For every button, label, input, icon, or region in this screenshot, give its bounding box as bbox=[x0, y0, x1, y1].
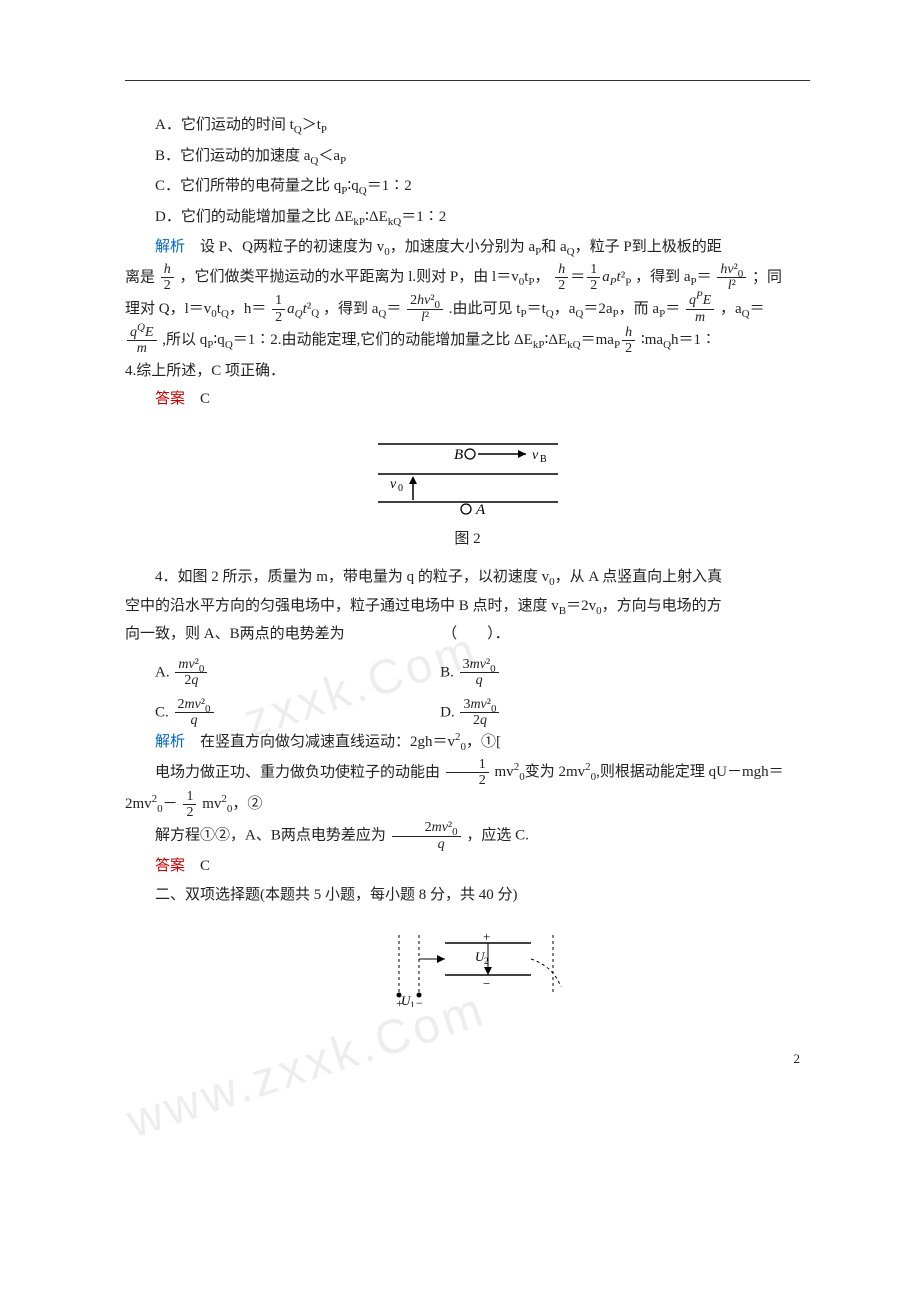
svg-text:A: A bbox=[475, 502, 486, 517]
figure-2-caption: 图 2 bbox=[125, 525, 810, 554]
svg-text:B: B bbox=[540, 454, 547, 465]
q4-analysis-line4: 解方程①②，A、B两点电势差应为 2mv²0q ，应选 C. bbox=[125, 820, 810, 852]
svg-text:B: B bbox=[454, 447, 463, 463]
q4-analysis-line3: 2mv20－ 12 mv20，② bbox=[125, 789, 810, 821]
q3-option-c: C．它们所带的电荷量之比 qP∶qQ＝1∶2 bbox=[125, 172, 810, 201]
q3-option-b: B．它们运动的加速度 aQ＜aP bbox=[125, 142, 810, 171]
q4-stem-line1: 4．如图 2 所示，质量为 m，带电量为 q 的粒子，以初速度 v0，从 A 点… bbox=[125, 563, 810, 592]
q3-option-a: A．它们运动的时间 tQ＞tP bbox=[125, 111, 810, 140]
q3-answer: 答案 C bbox=[125, 385, 810, 414]
q4-answer: 答案 C bbox=[125, 852, 810, 881]
q4-stem-line3: 向一致，则 A、B两点的电势差为 （ ）． bbox=[125, 620, 810, 649]
q3-analysis-line4: qQEm ,所以 qP∶qQ＝1∶2.由动能定理,它们的动能增加量之比 ΔEkP… bbox=[125, 325, 810, 357]
analysis-label: 解析 bbox=[155, 239, 185, 255]
svg-text:1: 1 bbox=[410, 1000, 415, 1007]
q3-option-d: D．它们的动能增加量之比 ΔEkP∶ΔEkQ＝1∶2 bbox=[125, 203, 810, 232]
answer-label: 答案 bbox=[155, 391, 185, 407]
q3-analysis-line3: 理对 Q，l＝v0tQ，h＝ 12aQt²Q ，得到 aQ＝ 2hv²0l² .… bbox=[125, 293, 810, 325]
q4-option-a: A. mv²02q bbox=[125, 657, 440, 689]
svg-text:2: 2 bbox=[484, 956, 489, 966]
figure-2: B vB v0 A bbox=[358, 432, 578, 517]
svg-text:v: v bbox=[390, 477, 397, 492]
section-2-heading: 二、双项选择题(本题共 5 小题，每小题 8 分，共 40 分) bbox=[125, 881, 810, 910]
q4-option-b: B. 3mv²0q bbox=[440, 657, 810, 689]
analysis-label: 解析 bbox=[155, 734, 185, 750]
figure-3: + − U2 + − U1 bbox=[363, 927, 573, 1007]
svg-text:−: − bbox=[416, 996, 423, 1007]
q4-analysis-line1: 解析 在竖直方向做匀减速直线运动：2gh＝v20，①[ bbox=[125, 728, 810, 757]
answer-label: 答案 bbox=[155, 858, 185, 874]
q4-analysis-line2: 电场力做正功、重力做负功使粒子的动能由 12 mv20变为 2mv20,则根据动… bbox=[125, 757, 810, 789]
q4-option-c: C. 2mv²0q bbox=[125, 697, 440, 729]
svg-text:0: 0 bbox=[398, 483, 403, 494]
svg-text:v: v bbox=[532, 448, 539, 463]
q3-analysis-line1: 解析 设 P、Q两粒子的初速度为 v0，加速度大小分别为 aP和 aQ，粒子 P… bbox=[125, 233, 810, 262]
svg-text:−: − bbox=[483, 976, 490, 991]
svg-text:+: + bbox=[483, 929, 490, 944]
page-number: 2 bbox=[125, 1047, 810, 1072]
q4-stem-line2: 空中的沿水平方向的匀强电场中，粒子通过电场中 B 点时，速度 vB＝2v0，方向… bbox=[125, 592, 810, 621]
horizontal-rule bbox=[125, 80, 810, 81]
q4-option-d: D. 3mv²02q bbox=[440, 697, 810, 729]
q3-analysis-line2: 离是 h2 ，它们做类平抛运动的水平距离为 l.则对 P，由 l＝v0tP， h… bbox=[125, 262, 810, 294]
q3-analysis-line5: 4.综上所述，C 项正确． bbox=[125, 357, 810, 386]
